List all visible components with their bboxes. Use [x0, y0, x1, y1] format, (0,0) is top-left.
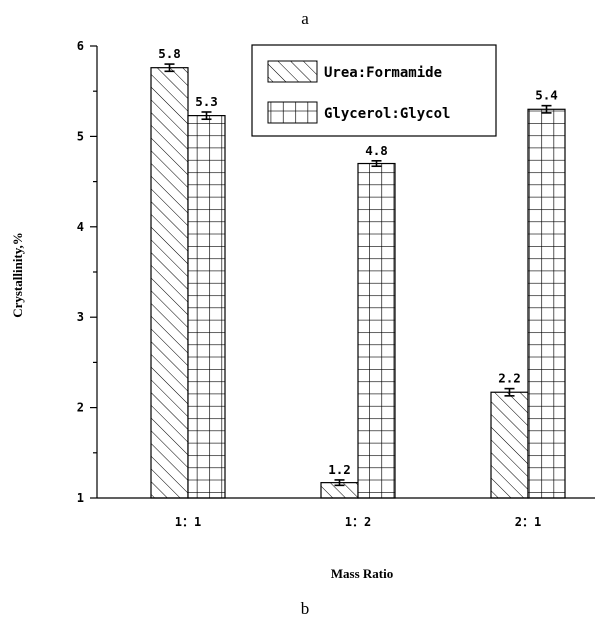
legend-swatch-urea-formamide [267, 60, 318, 83]
x-tick-label-0: 1：1 [175, 515, 201, 529]
data-label-0-0: 5.8 [158, 46, 181, 61]
data-label-0-2: 2.2 [498, 371, 521, 386]
y-tick-label-6: 6 [77, 39, 84, 53]
legend-label-glycerol-glycol: Glycerol:Glycol [324, 106, 450, 122]
caption-bottom: b [301, 599, 310, 618]
legend-label-urea-formamide: Urea:Formamide [324, 65, 442, 81]
data-label-1-0: 5.3 [195, 94, 218, 109]
data-label-1-2: 5.4 [535, 88, 558, 103]
y-tick-label-4: 4 [77, 220, 84, 234]
bar-glycerol-glycol-2 [527, 108, 566, 499]
x-tick-label-2: 2：1 [515, 515, 541, 529]
bar-urea-formamide-0 [150, 67, 189, 499]
bar-glycerol-glycol-1 [357, 162, 396, 499]
caption-top: a [301, 9, 309, 28]
x-axis-title: Mass Ratio [331, 566, 393, 581]
y-tick-label-1: 1 [77, 491, 84, 505]
y-tick-label-2: 2 [77, 401, 84, 415]
x-tick-label-1: 1：2 [345, 515, 371, 529]
y-tick-label-3: 3 [77, 310, 84, 324]
axes: 1 2 3 4 5 6 1：1 1：2 2：1 [77, 39, 595, 529]
y-axis-title: Crystallinity,% [10, 232, 25, 318]
data-label-1-1: 4.8 [365, 143, 388, 158]
bar-urea-formamide-2 [490, 391, 529, 499]
legend-swatch-glycerol-glycol [267, 101, 318, 124]
bar-glycerol-glycol-0 [187, 115, 226, 499]
legend: Urea:Formamide Glycerol:Glycol [251, 44, 497, 137]
data-label-0-1: 1.2 [328, 462, 351, 477]
y-tick-label-5: 5 [77, 129, 84, 143]
